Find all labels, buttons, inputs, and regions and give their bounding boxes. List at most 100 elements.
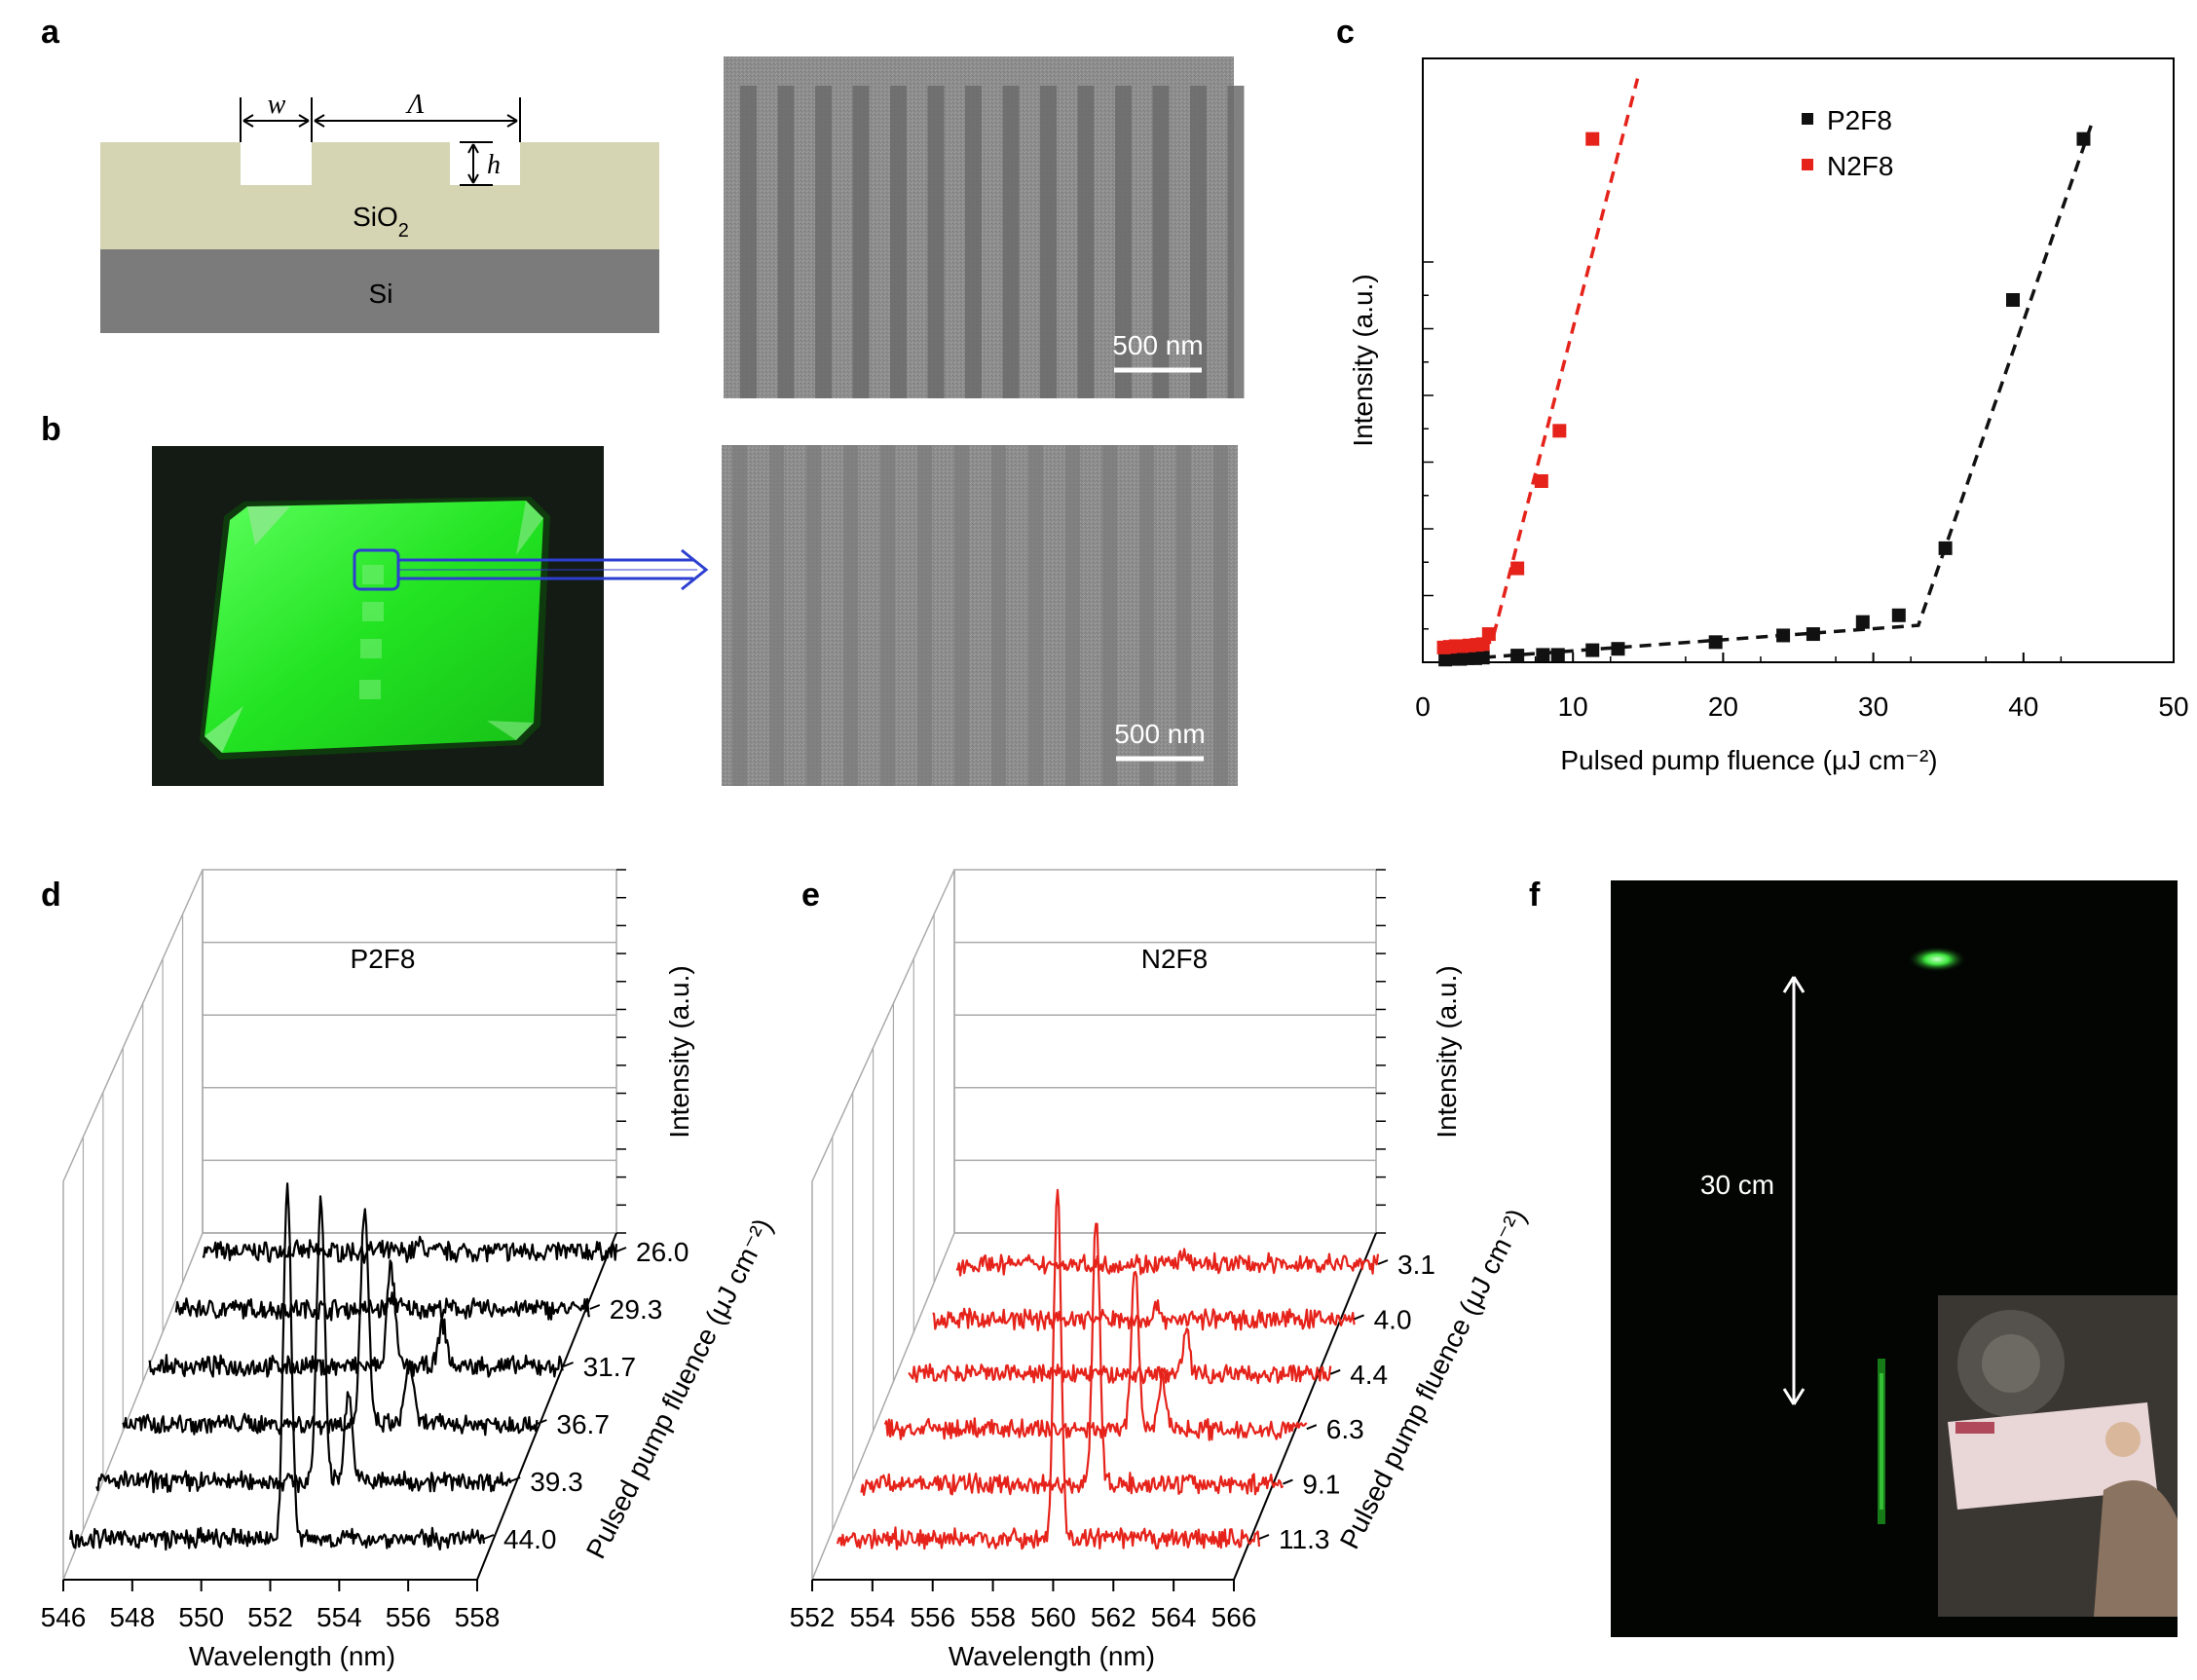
sem-groove [880,445,895,786]
panel-a: a SiO2 Si w Λ h 500 nm [41,14,1245,398]
x-tick-label: 550 [178,1602,224,1632]
z-tick [1377,1259,1389,1265]
device-photo [152,446,604,786]
sem-groove [777,86,795,398]
sem-groove [852,86,870,398]
sem-groove [927,86,945,398]
data-point-p2f8 [1708,635,1723,650]
sio2-label: SiO2 [353,202,409,242]
spectrum-trace [148,1259,564,1378]
sem-groove [890,86,907,398]
spectrum-trace [174,1291,590,1322]
z-tick [1283,1478,1293,1485]
y-axis-title: Intensity (a.u.) [1348,274,1378,446]
sem-groove [740,86,757,398]
data-point-p2f8 [1776,628,1791,643]
zoom-arrow [398,548,709,591]
sem-groove [1102,445,1117,786]
back-wall [953,869,1377,1234]
x-tick-label: 558 [970,1602,1016,1632]
z-tick-label: 9.1 [1302,1470,1340,1500]
distance-arrow [1782,976,1806,1405]
sem-groove [1152,86,1170,398]
z-tick-label: 44.0 [503,1524,557,1554]
spectrum-trace [860,1222,1285,1496]
x-tick-label: 548 [109,1602,155,1632]
sem-groove [1040,86,1057,398]
laser-spot [1908,947,1966,972]
x-axis-title: Pulsed pump fluence (μJ cm⁻²) [1560,745,1937,775]
fit-line-p2f8 [1445,125,2093,662]
z-tick [1354,1314,1364,1321]
x-axis-title: Wavelength (nm) [949,1641,1155,1671]
panel-e-label: e [801,877,820,914]
sem-groove [1190,86,1207,398]
z-tick-label: 4.0 [1374,1304,1412,1334]
sem-groove [1065,445,1080,786]
data-point-p2f8 [1855,615,1870,629]
legend: P2F8 N2F8 [1802,105,1893,181]
sem-image-top: 500 nm [724,56,1245,398]
spectrum-trace [932,1299,1356,1331]
x-tick-label: 552 [247,1602,293,1632]
z-axis [1233,1232,1377,1581]
z-tick-label: 4.4 [1350,1360,1388,1390]
spectrum-trace [955,1248,1380,1277]
si-substrate [100,249,659,333]
z-tick [1329,1368,1341,1375]
data-point-p2f8 [1611,642,1625,656]
si-label: Si [369,279,393,309]
sem-groove [1115,86,1132,398]
grating-schematic: SiO2 Si w Λ h [100,90,659,333]
x-tick-label: 40 [2008,691,2038,722]
sem-groove [1028,445,1043,786]
sem-groove [954,445,969,786]
spectrum-trace [122,1208,539,1437]
w-label: w [268,90,286,120]
spectrum-trace [95,1195,512,1494]
panel-c: c 0 10 20 30 40 50 P2F8 N2F8 Pulsed pump flue… [1336,14,2189,775]
sem-groove [815,86,832,398]
y-axis-title: Intensity (a.u.) [664,965,694,1138]
x-axis-title: Wavelength (nm) [189,1641,395,1671]
side-wall [62,869,204,1581]
data-point-p2f8 [1475,651,1490,665]
z-tick-label: 29.3 [610,1294,663,1325]
data-point-p2f8 [2076,131,2091,146]
panel-d-label: d [41,877,61,914]
sem-groove [991,445,1006,786]
x-tick-label: 562 [1091,1602,1136,1632]
panel-f: f 30 cm [1529,877,2178,1637]
data-point-p2f8 [1938,541,1953,555]
chart-title: N2F8 [1141,944,1208,974]
z-tick [615,1247,627,1252]
x-tick-label: 560 [1030,1602,1076,1632]
x-tick-label: 30 [1858,691,1888,722]
panel-f-label: f [1529,877,1541,914]
scale-bar-label: 500 nm [1114,719,1205,749]
sem-groove [965,86,982,398]
lambda-label: Λ [405,90,425,120]
sem-groove [917,445,932,786]
z-tick [1258,1534,1270,1540]
sem-groove [769,445,784,786]
panel-d: d P2F8 546 548 550 552 554 556 558 26.0 29.3 31.… [41,869,778,1671]
x-tick-label: 552 [790,1602,836,1632]
sio2-layer [100,142,659,249]
spectrum-trace [68,1182,486,1551]
data-point-n2f8 [1481,627,1496,642]
y-axis-title: Intensity (a.u.) [1432,965,1462,1138]
distance-label: 30 cm [1700,1170,1774,1200]
legend-marker-n2f8 [1802,159,1813,170]
z-tick [537,1419,547,1425]
z-tick-label: 11.3 [1279,1524,1329,1554]
back-wall [202,869,617,1234]
panel-a-label: a [41,14,60,51]
h-dimension-arrow [467,143,479,184]
spectrum-trace [202,1235,618,1264]
scale-bar-label: 500 nm [1112,330,1203,360]
x-tick-label: 564 [1151,1602,1197,1632]
sem-groove [1176,445,1191,786]
z-tick-label: 31.7 [583,1352,637,1382]
